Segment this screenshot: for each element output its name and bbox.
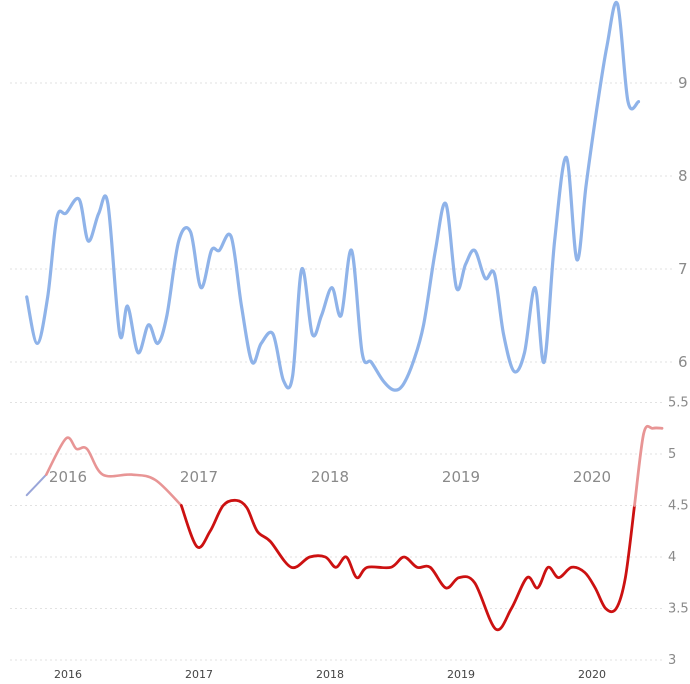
top-y-tick-6: 6: [678, 353, 688, 371]
bottom-x-tick-2016: 2016: [54, 668, 82, 681]
top-y-tick-8: 8: [678, 167, 688, 185]
bottom-y-tick-4: 4: [668, 550, 676, 565]
top-x-tick-2019: 2019: [442, 468, 480, 486]
bottom-y-tick-4.5: 4.5: [668, 499, 689, 514]
bottom-series-lines: [25, 424, 664, 632]
bottom-x-tick-2020: 2020: [578, 668, 606, 681]
top-x-tick-2016: 2016: [49, 468, 87, 486]
top-series-line: [25, 0, 641, 392]
bottom-x-axis-ticks: 2016 2017 2018 2019 2020: [54, 668, 606, 681]
bottom-series-segment-end: [633, 424, 664, 507]
bottom-y-axis-ticks: 3 3.5 4 4.5 5 5.5: [668, 396, 689, 669]
bottom-series-segment-early: [45, 436, 183, 507]
top-line-chart: 6 7 8 9 2016 2017 2018 2019 2020: [10, 0, 688, 486]
top-y-axis-ticks: 6 7 8 9: [678, 74, 688, 371]
bottom-line-chart: 3 3.5 4 4.5 5 5.5 2016 2017 2018 2019 2020: [10, 396, 689, 681]
bottom-gridlines: [10, 402, 662, 661]
bottom-y-tick-5: 5: [668, 447, 676, 462]
bottom-series-segment-start: [25, 473, 48, 497]
bottom-y-tick-5.5: 5.5: [668, 396, 689, 411]
bottom-x-tick-2017: 2017: [185, 668, 213, 681]
top-y-tick-9: 9: [678, 74, 688, 92]
top-x-tick-2018: 2018: [311, 468, 349, 486]
top-x-tick-2017: 2017: [180, 468, 218, 486]
bottom-y-tick-3: 3: [668, 653, 676, 668]
bottom-x-tick-2018: 2018: [316, 668, 344, 681]
bottom-series-segment-main: [179, 498, 636, 632]
top-gridlines: [10, 82, 672, 363]
top-x-axis-ticks: 2016 2017 2018 2019 2020: [49, 468, 611, 486]
top-x-tick-2020: 2020: [573, 468, 611, 486]
bottom-x-tick-2019: 2019: [447, 668, 475, 681]
top-y-tick-7: 7: [678, 260, 688, 278]
bottom-y-tick-3.5: 3.5: [668, 602, 689, 617]
